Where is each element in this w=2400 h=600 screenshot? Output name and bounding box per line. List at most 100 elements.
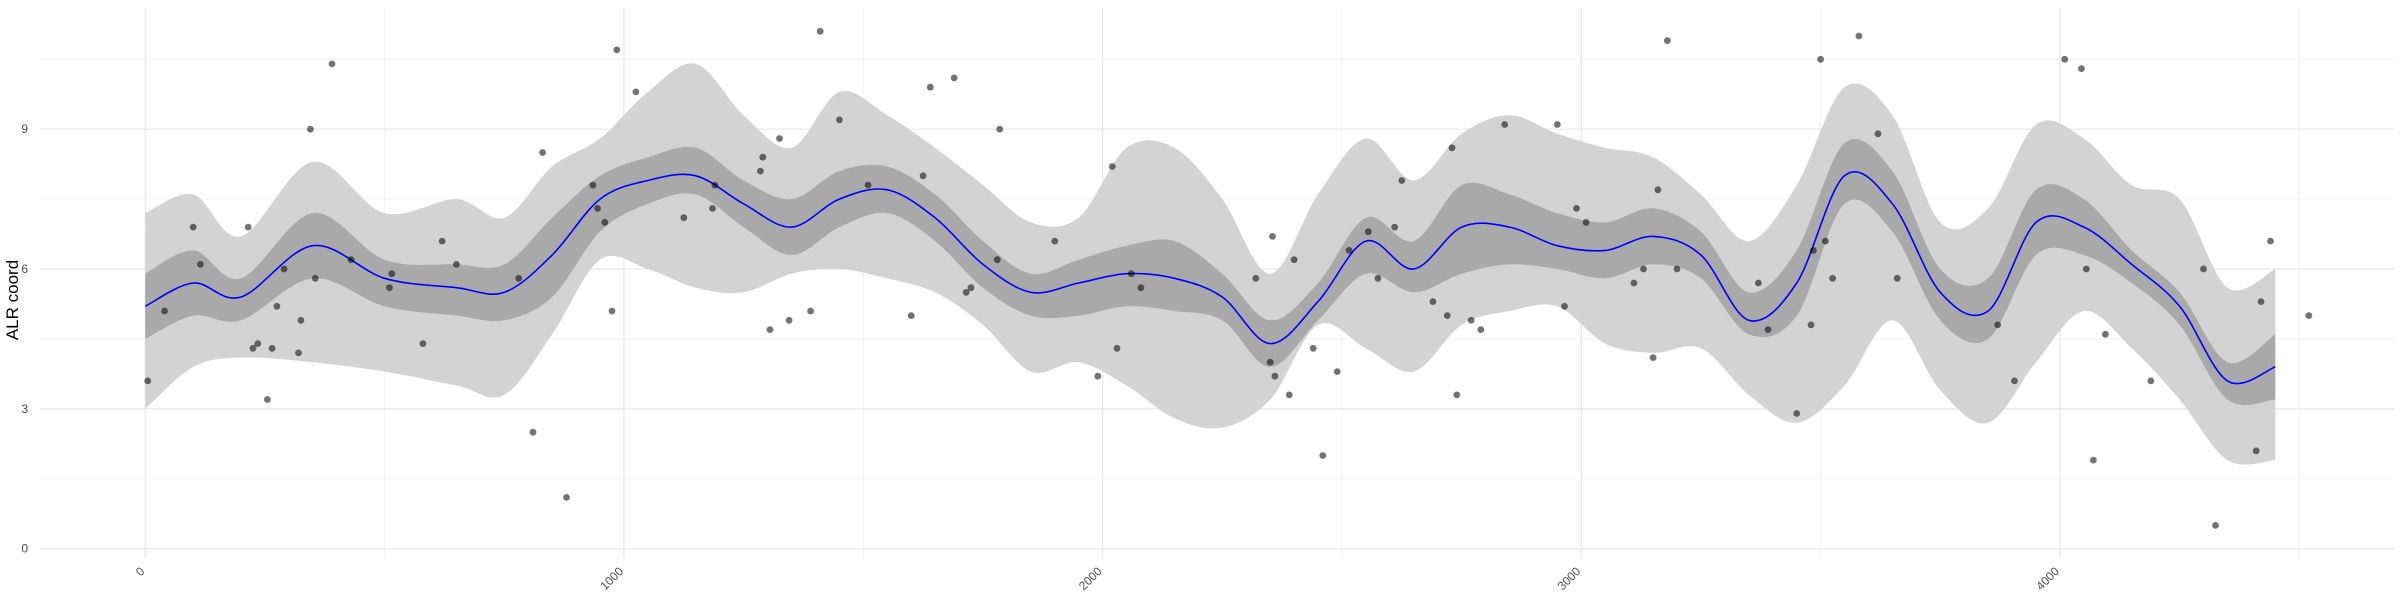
data-point <box>1501 121 1508 128</box>
data-point <box>2148 378 2155 385</box>
data-point <box>2061 56 2068 63</box>
data-point <box>161 308 168 315</box>
data-point <box>439 238 446 245</box>
data-point <box>2011 378 2018 385</box>
data-point <box>2258 298 2265 305</box>
y-tick-label: 3 <box>21 402 28 416</box>
y-tick-label: 0 <box>21 542 28 556</box>
x-tick-label: 3000 <box>1555 564 1584 593</box>
data-point <box>1808 322 1815 329</box>
data-point <box>927 84 934 91</box>
data-point <box>1664 37 1671 44</box>
data-point <box>2200 266 2207 273</box>
data-point <box>269 345 276 352</box>
data-point <box>2078 65 2085 72</box>
data-point <box>759 154 766 161</box>
data-point <box>1346 247 1353 254</box>
data-point <box>609 308 616 315</box>
data-point <box>190 224 197 231</box>
data-point <box>539 149 546 156</box>
data-point <box>1829 275 1836 282</box>
data-point <box>1875 130 1882 137</box>
data-point <box>1449 144 1456 151</box>
data-point <box>1398 177 1405 184</box>
data-point <box>1334 368 1341 375</box>
data-point <box>388 270 395 277</box>
data-point <box>1583 219 1590 226</box>
data-point <box>1310 345 1317 352</box>
data-point <box>594 205 601 212</box>
data-point <box>453 261 460 268</box>
y-tick-label: 6 <box>21 262 28 276</box>
x-tick-label: 1000 <box>597 564 626 593</box>
data-point <box>1894 275 1901 282</box>
y-axis-title: ALR coord <box>3 260 22 340</box>
data-point <box>2090 457 2097 464</box>
data-point <box>1138 284 1145 291</box>
data-point <box>865 182 872 189</box>
data-point <box>2212 522 2219 529</box>
data-point <box>836 117 843 124</box>
data-point <box>1286 392 1293 399</box>
data-point <box>1755 280 1762 287</box>
data-point <box>1051 238 1058 245</box>
data-point <box>1817 56 1824 63</box>
data-point <box>307 126 314 133</box>
data-point <box>1822 238 1829 245</box>
data-point <box>245 224 252 231</box>
data-point <box>817 28 824 35</box>
data-point <box>1365 228 1372 235</box>
data-point <box>1391 224 1398 231</box>
data-point <box>274 303 281 310</box>
data-point <box>1109 163 1116 170</box>
data-point <box>776 135 783 142</box>
data-point <box>757 168 764 175</box>
data-point <box>348 256 355 263</box>
data-point <box>264 396 271 403</box>
data-point <box>254 340 261 347</box>
data-point <box>2253 447 2260 454</box>
data-point <box>1430 298 1437 305</box>
data-point <box>1650 354 1657 361</box>
data-point <box>1272 373 1279 380</box>
data-point <box>908 312 915 319</box>
data-point <box>994 256 1001 263</box>
data-point <box>712 182 719 189</box>
data-point <box>295 350 302 357</box>
data-point <box>1252 275 1259 282</box>
data-point <box>1793 410 1800 417</box>
data-point <box>613 47 620 54</box>
data-point <box>786 317 793 324</box>
data-point <box>530 429 537 436</box>
data-point <box>1468 317 1475 324</box>
data-point <box>515 275 522 282</box>
data-point <box>1291 256 1298 263</box>
data-point <box>1655 186 1662 193</box>
data-point <box>312 275 319 282</box>
data-point <box>680 214 687 221</box>
x-tick-label: 0 <box>133 564 148 579</box>
data-point <box>1444 312 1451 319</box>
data-point <box>920 172 927 179</box>
confidence-bands <box>145 63 2275 464</box>
data-point <box>1319 452 1326 459</box>
data-point <box>298 317 305 324</box>
data-point <box>197 261 204 268</box>
data-point <box>1554 121 1561 128</box>
data-point <box>1640 266 1647 273</box>
x-tick-label: 4000 <box>2033 564 2062 593</box>
data-point <box>281 266 288 273</box>
data-point <box>1477 326 1484 333</box>
data-point <box>1267 359 1274 366</box>
data-point <box>951 75 958 82</box>
data-point <box>1269 233 1276 240</box>
data-point <box>996 126 1003 133</box>
data-point <box>329 61 336 68</box>
data-point <box>1573 205 1580 212</box>
data-point <box>767 326 774 333</box>
data-point <box>1453 392 1460 399</box>
data-point <box>563 494 570 501</box>
data-point <box>1114 345 1121 352</box>
data-point <box>2102 331 2109 338</box>
data-point <box>1128 270 1135 277</box>
